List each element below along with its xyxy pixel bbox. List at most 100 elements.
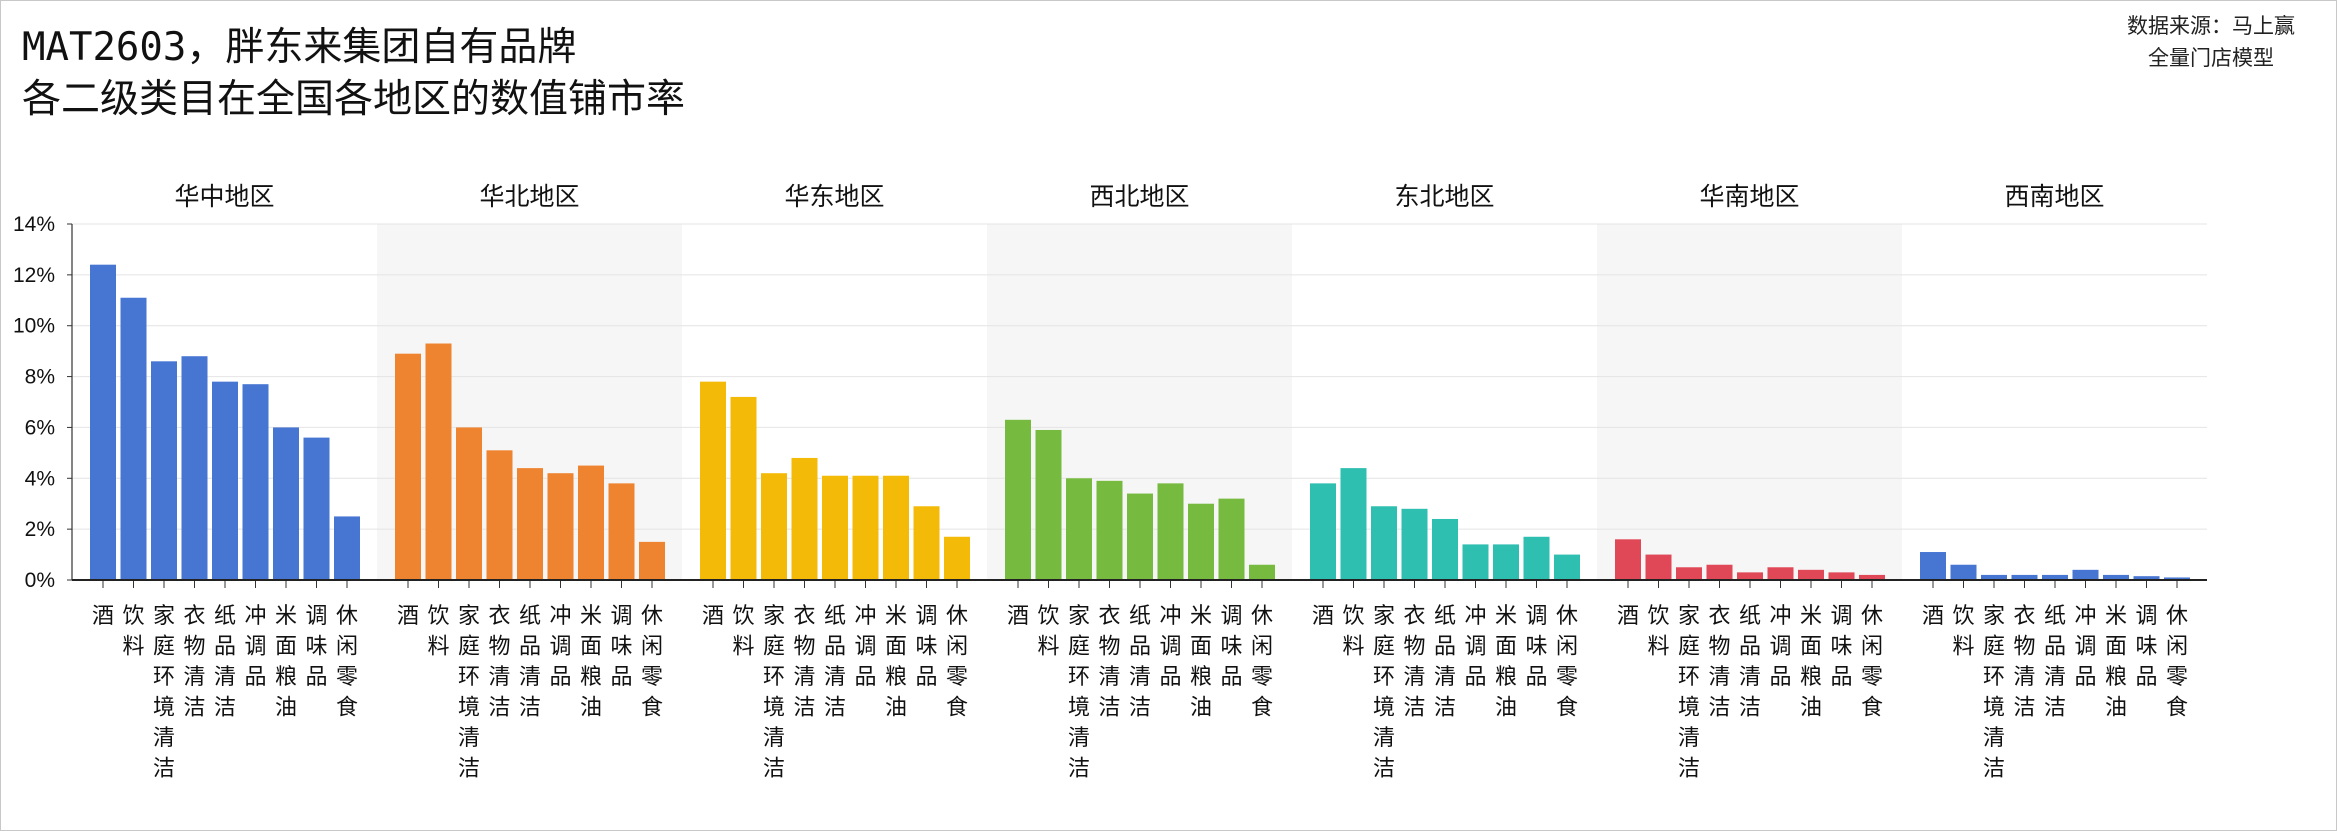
bar	[120, 297, 147, 580]
bar	[1310, 483, 1336, 580]
bar	[486, 450, 513, 580]
x-category-label: 饮料	[1037, 604, 1059, 660]
x-category-label: 衣物清洁	[1708, 604, 1730, 721]
panel-region-label: 华东地区	[784, 182, 884, 211]
x-category-label: 休闲零食	[336, 604, 358, 721]
x-category-label: 冲调品	[244, 604, 266, 690]
x-category-label: 饮料	[122, 604, 144, 660]
bar	[1676, 567, 1702, 580]
x-category-label: 家庭环境清洁	[763, 604, 785, 782]
x-category-label: 衣物清洁	[488, 604, 510, 721]
bar	[852, 475, 879, 580]
bar	[1767, 567, 1794, 580]
y-tick-label: 14%	[13, 213, 55, 236]
x-category-label: 休闲零食	[1861, 604, 1883, 721]
x-category-label: 纸品清洁	[1739, 604, 1761, 721]
source-line-1: 数据来源：马上赢	[2127, 14, 2295, 38]
bar	[1737, 572, 1763, 580]
bar	[730, 396, 757, 580]
x-category-label: 纸品清洁	[1129, 604, 1151, 721]
x-category-label: 冲调品	[1159, 604, 1181, 690]
bar	[2103, 574, 2129, 580]
bar	[761, 473, 787, 580]
bar	[791, 457, 818, 580]
x-category-label: 酒	[1617, 604, 1639, 629]
panel-background	[1597, 224, 1902, 580]
x-category-label: 休闲零食	[946, 604, 968, 721]
y-tick-label: 0%	[25, 569, 55, 592]
bar	[2011, 574, 2038, 580]
x-category-label: 家庭环境清洁	[1373, 604, 1395, 782]
bar	[944, 536, 970, 580]
panel-region-label: 东北地区	[1394, 182, 1494, 211]
x-category-label: 冲调品	[549, 604, 571, 690]
x-category-label: 家庭环境清洁	[1678, 604, 1700, 782]
y-tick-label: 4%	[25, 467, 55, 490]
bar	[1401, 508, 1428, 580]
bar	[1218, 498, 1245, 580]
x-category-label: 衣物清洁	[1403, 604, 1425, 721]
x-category-label: 米面粮油	[580, 604, 602, 721]
x-category-label: 休闲零食	[641, 604, 663, 721]
bar	[1523, 536, 1550, 580]
x-category-label: 酒	[397, 604, 419, 629]
title-line-1: MAT2603，胖东来集团自有品牌	[22, 25, 577, 70]
bar	[1462, 544, 1489, 580]
x-category-label: 休闲零食	[2166, 604, 2188, 721]
bar	[1950, 564, 1977, 580]
x-category-label: 米面粮油	[1190, 604, 1212, 721]
title-line-2: 各二级类目在全国各地区的数值铺市率	[22, 77, 686, 122]
bar	[1798, 569, 1824, 580]
x-category-label: 休闲零食	[1556, 604, 1578, 721]
bar	[1615, 539, 1641, 580]
x-category-label: 饮料	[1952, 604, 1974, 660]
bar	[456, 427, 482, 580]
x-category-label: 家庭环境清洁	[1983, 604, 2005, 782]
x-category-label: 调味品	[610, 604, 632, 690]
bar	[1920, 552, 1946, 580]
bar	[212, 381, 238, 580]
x-category-label: 衣物清洁	[793, 604, 815, 721]
bar	[822, 475, 848, 580]
x-category-label: 纸品清洁	[2044, 604, 2066, 721]
x-category-label: 酒	[1922, 604, 1944, 629]
x-category-label: 冲调品	[1464, 604, 1486, 690]
bar	[2164, 577, 2190, 580]
x-category-label: 调味品	[1830, 604, 1852, 690]
bar	[1859, 574, 1885, 580]
bar	[700, 381, 726, 580]
bar	[1127, 493, 1153, 580]
bar	[1035, 429, 1062, 580]
bar	[1645, 554, 1672, 580]
bar	[334, 516, 360, 580]
bar	[1096, 480, 1123, 580]
x-category-label: 饮料	[1342, 604, 1364, 660]
bar	[517, 468, 543, 580]
bar	[1066, 478, 1092, 580]
bar	[547, 473, 574, 580]
bar	[639, 541, 665, 580]
source-line-2: 全量门店模型	[2148, 46, 2274, 70]
bar	[1493, 544, 1519, 580]
y-tick-label: 10%	[13, 315, 55, 338]
y-tick-label: 12%	[13, 264, 55, 287]
bar	[90, 264, 116, 580]
bar	[913, 506, 940, 580]
panel-region-label: 西北地区	[1089, 182, 1189, 211]
x-category-label: 米面粮油	[275, 604, 297, 721]
x-category-label: 衣物清洁	[2013, 604, 2035, 721]
x-category-label: 酒	[92, 604, 114, 629]
x-category-label: 米面粮油	[885, 604, 907, 721]
x-category-label: 调味品	[1525, 604, 1547, 690]
bar	[1005, 419, 1031, 580]
panel-region-label: 华南地区	[1699, 182, 1799, 211]
bar	[1340, 468, 1367, 580]
x-category-label: 调味品	[1220, 604, 1242, 690]
bar	[1157, 483, 1184, 580]
data-source-note: 数据来源：马上赢 全量门店模型	[2127, 10, 2295, 74]
x-category-label: 饮料	[427, 604, 449, 660]
x-category-label: 冲调品	[2074, 604, 2096, 690]
x-category-label: 酒	[702, 604, 724, 629]
x-category-label: 纸品清洁	[214, 604, 236, 721]
